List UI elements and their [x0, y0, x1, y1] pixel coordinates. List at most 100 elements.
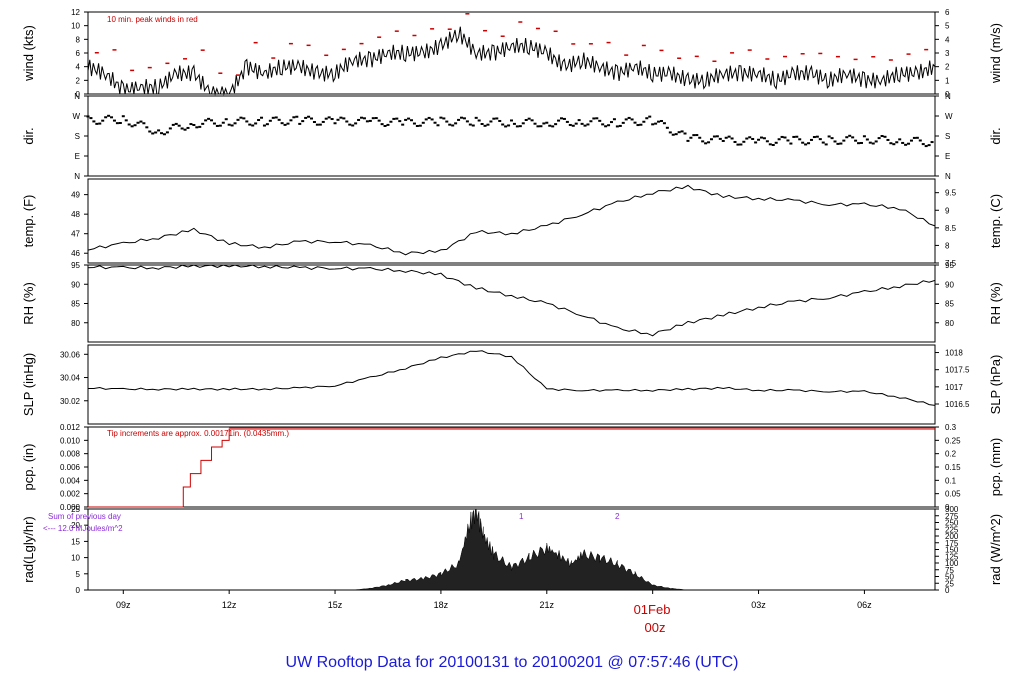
rad-area	[352, 508, 689, 591]
rh-line	[87, 264, 936, 337]
dir-point	[548, 124, 552, 127]
dir-point	[333, 122, 337, 125]
wind-peak-mark	[430, 28, 435, 30]
panel-temp: temp. (F) temp. (C) 46 47 48 49 7.5 8 8.5 9 9.5	[21, 178, 1003, 268]
dir-point	[392, 117, 396, 120]
dir-ytick-left: W	[72, 112, 80, 121]
temp-ytick-left: 47	[71, 230, 80, 239]
dir-point	[736, 143, 740, 146]
dir-point	[486, 123, 490, 126]
dir-point	[862, 135, 866, 138]
temp-ytick-right: 8	[945, 241, 950, 250]
dir-point	[815, 135, 819, 138]
dir-point	[395, 117, 399, 120]
dir-point	[468, 123, 472, 126]
dir-point	[754, 141, 758, 144]
wind-peak-mark	[712, 60, 717, 63]
rh-ytick-left: 80	[71, 319, 80, 328]
dir-point	[251, 124, 255, 127]
wind-peak-mark	[730, 52, 735, 54]
dir-point	[657, 120, 661, 123]
dir-point	[145, 126, 149, 129]
dir-point	[886, 138, 890, 141]
dir-point	[324, 117, 328, 120]
dir-point	[433, 121, 437, 124]
dir-point	[654, 122, 658, 125]
dir-point	[904, 143, 908, 146]
wind-ytick-left: 4	[76, 63, 81, 72]
dir-point	[577, 119, 581, 122]
dir-point	[645, 117, 649, 120]
dir-point	[301, 120, 305, 123]
wind-peak-mark	[465, 13, 470, 15]
dir-point	[792, 135, 796, 138]
dir-point	[360, 116, 364, 119]
dir-point	[774, 141, 778, 144]
dir-point	[121, 115, 125, 118]
dir-point	[889, 142, 893, 145]
dir-point	[310, 117, 314, 120]
dir-point	[448, 123, 452, 126]
dir-ytick-right: W	[945, 112, 953, 121]
temp-ytick-right: 9.5	[945, 189, 957, 198]
slp-ytick-left: 30.04	[60, 374, 81, 383]
dir-point	[480, 122, 484, 125]
dir-point	[189, 123, 193, 126]
dir-point	[927, 144, 931, 147]
dir-point	[401, 123, 405, 126]
dir-point	[142, 122, 146, 125]
dir-point	[154, 131, 158, 134]
dir-point	[883, 135, 887, 138]
x-tick-label: 09z	[116, 600, 131, 610]
pcp-ytick-left: 0.000	[60, 503, 81, 512]
dir-point	[457, 118, 461, 121]
wind-ytick-left: 0	[76, 90, 81, 99]
dir-point	[907, 142, 911, 145]
dir-point	[186, 126, 190, 129]
wind-frame	[87, 11, 936, 95]
wind-peak-mark	[606, 41, 611, 44]
wind-ytick-left: 10	[71, 22, 80, 31]
dir-point	[312, 121, 316, 124]
dir-point	[698, 136, 702, 139]
dir-point	[830, 137, 834, 140]
dir-point	[107, 114, 111, 117]
temp-ytick-right: 7.5	[945, 259, 957, 268]
dir-point	[260, 116, 264, 119]
dir-point	[930, 141, 934, 144]
dir-point	[307, 115, 311, 118]
dir-point	[921, 143, 925, 146]
dir-ytick-right: N	[945, 92, 951, 101]
dir-point	[407, 117, 411, 120]
rad-ytick-right: 300	[945, 505, 959, 514]
dir-point	[245, 120, 249, 123]
dir-point	[724, 136, 728, 139]
dir-point	[671, 133, 675, 136]
dir-point	[204, 119, 208, 122]
wind-peak-mark	[553, 30, 558, 33]
rad-ytick-right: 25	[945, 579, 954, 588]
dir-point	[871, 142, 875, 145]
dir-point	[271, 116, 275, 119]
dir-point	[618, 124, 622, 127]
wind-peak-mark	[94, 52, 99, 54]
dir-point	[104, 116, 108, 119]
wind-peak-mark	[800, 53, 805, 55]
dir-point	[239, 116, 243, 119]
dir-point	[674, 133, 678, 136]
dir-point	[795, 135, 799, 138]
wind-ylabel-left: wind (kts)	[21, 25, 36, 82]
wind-ytick-right: 0	[945, 90, 950, 99]
wind-peak-mark	[853, 58, 858, 61]
pcp-ytick-left: 0.006	[60, 463, 81, 472]
rad-annotation-line2: <--- 12.0 MJoules/m^2	[43, 524, 123, 533]
dir-point	[130, 125, 134, 128]
dir-point	[583, 124, 587, 127]
dir-point	[327, 116, 331, 119]
dir-point	[592, 117, 596, 120]
dir-point	[642, 120, 646, 123]
dir-point	[345, 120, 349, 123]
dir-point	[630, 118, 634, 121]
dir-ytick-right: E	[945, 152, 950, 161]
dir-point	[210, 119, 214, 122]
